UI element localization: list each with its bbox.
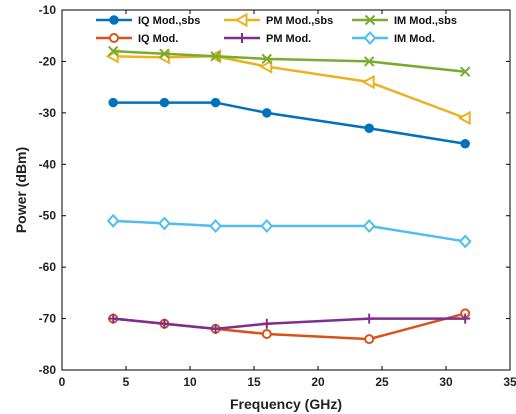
- data-point: [363, 56, 375, 67]
- data-point: [261, 329, 272, 339]
- x-tick-label: 35: [503, 375, 516, 389]
- data-point: [109, 15, 119, 25]
- data-point: [259, 59, 273, 74]
- data-point: [261, 318, 272, 329]
- legend-item: IM Mod.: [352, 31, 435, 45]
- data-point: [106, 213, 120, 228]
- data-point: [260, 219, 274, 233]
- data-point: [364, 123, 374, 134]
- y-tick-label: -70: [39, 312, 57, 326]
- legend-label: IQ Mod.: [138, 33, 178, 45]
- series: [107, 45, 471, 77]
- data-point: [364, 14, 376, 26]
- series-line: [113, 49, 466, 73]
- legend-label: IM Mod.: [394, 33, 435, 45]
- data-point: [234, 12, 248, 28]
- series: [108, 97, 470, 149]
- x-tick-label: 20: [311, 375, 325, 389]
- data-point: [108, 97, 118, 108]
- x-tick-label: 15: [247, 375, 261, 389]
- y-tick-label: -40: [39, 157, 57, 171]
- x-axis-label: Frequency (GHz): [230, 396, 342, 412]
- x-tick-label: 25: [375, 375, 389, 389]
- data-point: [108, 313, 119, 324]
- legend-label: PM Mod.,sbs: [266, 15, 333, 27]
- data-point: [363, 31, 377, 45]
- legend-item: IQ Mod.: [96, 33, 178, 45]
- data-point: [458, 234, 472, 249]
- series-line: [113, 219, 466, 243]
- series: [108, 313, 471, 334]
- plot-frame: [61, 9, 511, 371]
- series-line: [113, 101, 466, 145]
- series: [106, 213, 472, 249]
- data-point: [159, 318, 170, 329]
- y-tick-label: -60: [39, 260, 57, 274]
- data-point: [262, 108, 272, 118]
- y-axis-label: Power (dBm): [13, 147, 29, 233]
- data-point: [364, 313, 375, 324]
- axes: 0 5 10 15 20 25 30 35 -80 -70 -60 -50 -40 -30 -20 -10: [39, 3, 516, 389]
- data-point: [457, 110, 471, 126]
- data-point: [460, 138, 470, 149]
- series-layer: [105, 45, 472, 345]
- data-point: [362, 219, 376, 233]
- legend: IQ Mod.,sbs PM Mod.,sbs IM Mod.,sbs IQ Mod.…: [96, 12, 457, 45]
- data-point: [237, 33, 247, 43]
- series-line: [113, 317, 466, 331]
- data-point: [158, 216, 171, 231]
- data-point: [209, 219, 222, 233]
- series: [105, 49, 471, 126]
- data-point: [361, 74, 375, 90]
- x-tick-label: 5: [123, 375, 130, 389]
- data-point: [261, 53, 273, 65]
- data-point: [109, 33, 119, 43]
- legend-item: IM Mod.,sbs: [352, 14, 457, 27]
- legend-label: IM Mod.,sbs: [394, 15, 457, 27]
- data-point: [159, 48, 170, 59]
- legend-item: PM Mod.: [224, 33, 311, 45]
- y-tick-label: -10: [39, 3, 57, 17]
- y-tick-label: -30: [39, 106, 57, 120]
- legend-label: PM Mod.: [266, 33, 311, 45]
- legend-item: IQ Mod.,sbs: [96, 15, 200, 27]
- legend-item: PM Mod.,sbs: [224, 12, 333, 28]
- data-point: [210, 51, 221, 62]
- data-point: [210, 323, 221, 334]
- data-point: [459, 66, 471, 77]
- data-point: [159, 97, 170, 108]
- series-line: [113, 55, 466, 120]
- data-point: [364, 334, 375, 345]
- y-tick-label: -20: [39, 54, 57, 68]
- plot-area: [62, 10, 510, 370]
- x-tick-label: 10: [183, 375, 197, 389]
- legend-label: IQ Mod.,sbs: [138, 15, 200, 27]
- y-tick-label: -50: [39, 209, 57, 223]
- data-point: [210, 97, 221, 108]
- x-tick-label: 0: [59, 375, 66, 389]
- data-point: [460, 313, 471, 324]
- data-point: [107, 45, 119, 57]
- y-tick-label: -80: [39, 363, 57, 377]
- x-tick-label: 30: [439, 375, 453, 389]
